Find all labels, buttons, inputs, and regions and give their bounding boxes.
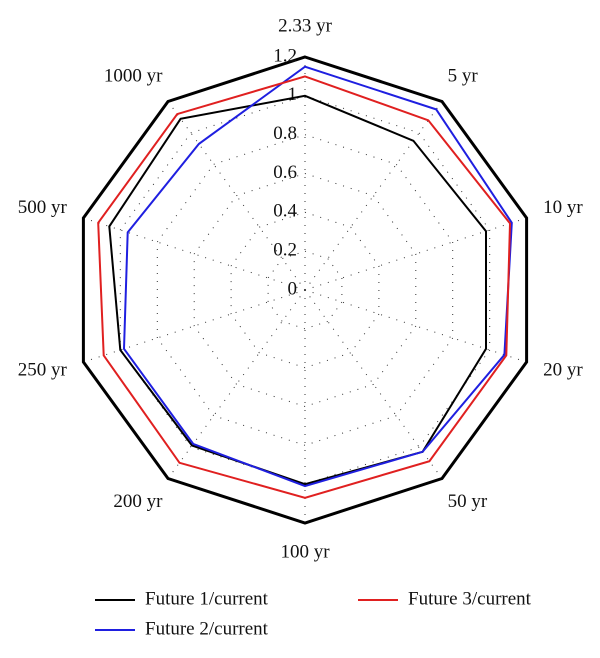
category-label: 2.33 yr bbox=[278, 15, 333, 36]
category-label: 100 yr bbox=[280, 541, 330, 562]
series-line bbox=[97, 75, 512, 499]
category-label: 5 yr bbox=[448, 66, 479, 87]
legend-label: Future 2/current bbox=[145, 618, 269, 639]
legend-label: Future 3/current bbox=[408, 588, 532, 609]
category-label: 200 yr bbox=[113, 491, 163, 512]
category-label: 250 yr bbox=[18, 360, 68, 381]
grid-line bbox=[193, 172, 417, 408]
tick-label: 0.6 bbox=[273, 162, 297, 183]
category-label: 20 yr bbox=[543, 360, 583, 381]
category-label: 500 yr bbox=[18, 197, 68, 218]
tick-label: 1.2 bbox=[273, 45, 297, 66]
series-line bbox=[108, 94, 487, 486]
series-line bbox=[122, 65, 513, 488]
category-label: 1000 yr bbox=[104, 66, 163, 87]
tick-label: 1 bbox=[288, 84, 298, 105]
category-label: 10 yr bbox=[543, 197, 583, 218]
category-label: 50 yr bbox=[448, 491, 488, 512]
tick-label: 0.2 bbox=[273, 240, 297, 261]
tick-label: 0.8 bbox=[273, 123, 297, 144]
tick-label: 0 bbox=[288, 278, 298, 299]
frame bbox=[81, 55, 529, 525]
tick-label: 0.4 bbox=[273, 201, 297, 222]
grid-line bbox=[230, 211, 380, 369]
legend-label: Future 1/current bbox=[145, 588, 269, 609]
